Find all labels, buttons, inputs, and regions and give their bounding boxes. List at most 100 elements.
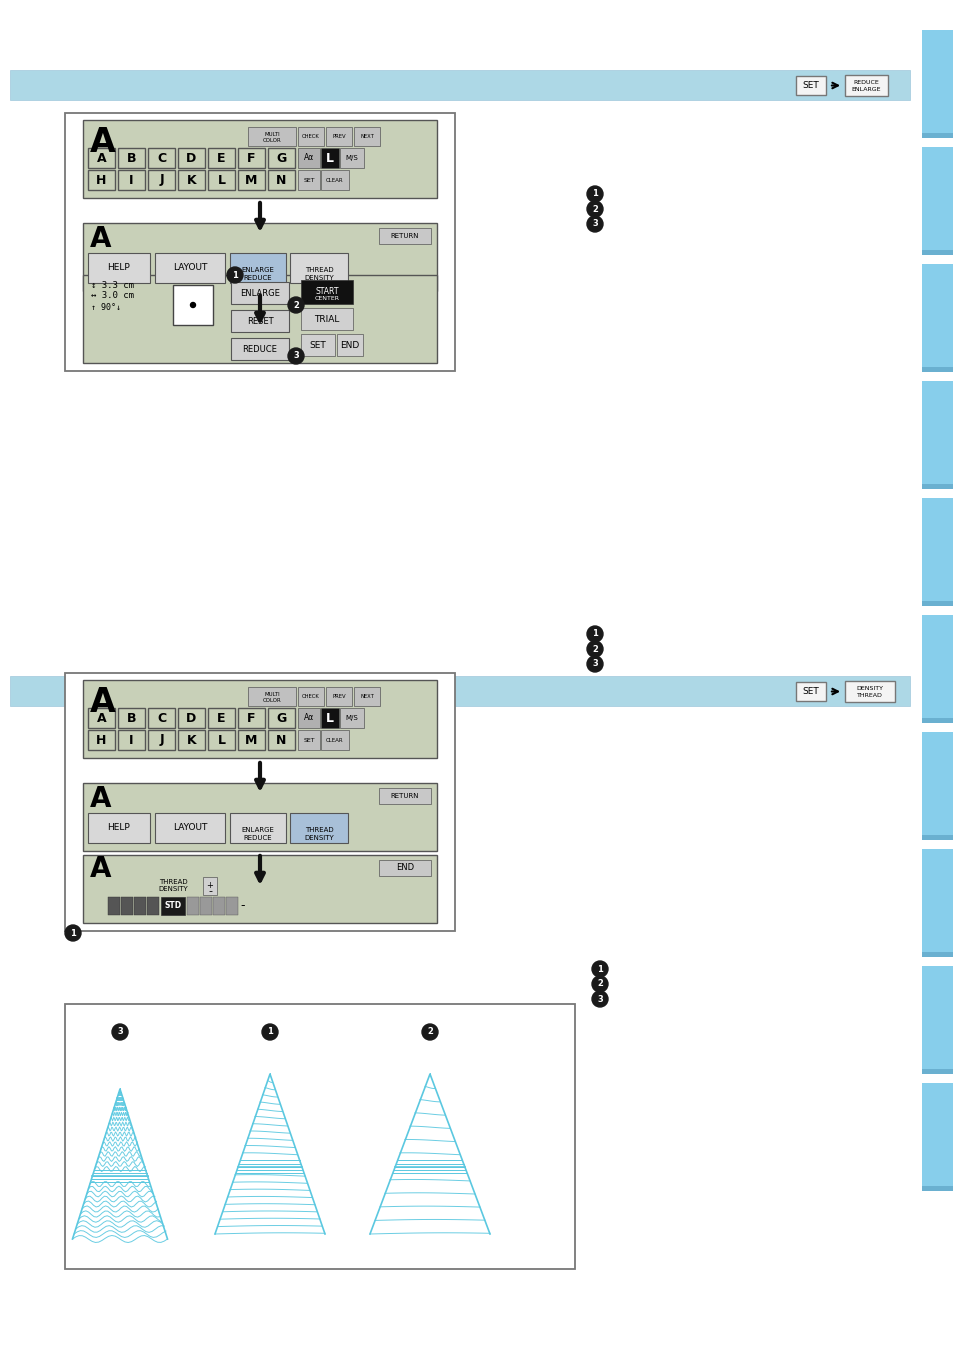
Circle shape [288, 348, 304, 364]
Bar [108, 897, 120, 915]
Text: C: C [157, 711, 166, 724]
Circle shape [288, 297, 304, 313]
Text: 2: 2 [293, 301, 298, 309]
Text: PREV: PREV [332, 693, 345, 699]
Bar [203, 877, 216, 894]
Bar [795, 683, 825, 701]
Text: ↔ 3.0 cm: ↔ 3.0 cm [91, 291, 133, 301]
Text: SET: SET [801, 81, 819, 90]
Text: A: A [90, 127, 116, 159]
Bar [148, 730, 174, 750]
Circle shape [421, 1024, 437, 1040]
Text: 3: 3 [592, 660, 598, 669]
Text: G: G [276, 711, 286, 724]
Bar [301, 281, 353, 304]
Bar [178, 170, 205, 190]
Bar [921, 484, 953, 488]
Bar [83, 855, 436, 923]
Text: 2: 2 [592, 645, 598, 653]
Text: -: - [240, 900, 245, 912]
Circle shape [191, 302, 195, 308]
Bar [378, 788, 431, 804]
Text: 1: 1 [70, 928, 76, 938]
Circle shape [586, 641, 602, 657]
Text: K: K [187, 174, 196, 186]
Bar [326, 127, 352, 146]
Text: CHECK: CHECK [302, 134, 319, 139]
Text: N: N [276, 174, 287, 186]
Bar [172, 285, 213, 325]
Bar [154, 813, 225, 843]
Circle shape [586, 656, 602, 672]
Text: REDUCE: REDUCE [242, 344, 277, 353]
Bar [118, 730, 145, 750]
Text: A: A [91, 225, 112, 254]
Bar [921, 380, 953, 488]
Text: E: E [217, 711, 226, 724]
Text: THREAD: THREAD [856, 693, 882, 697]
Text: L: L [326, 711, 334, 724]
Text: 1: 1 [592, 630, 598, 638]
Bar [844, 681, 894, 701]
Circle shape [227, 267, 243, 283]
Bar [154, 254, 225, 283]
Text: MULTI: MULTI [264, 692, 279, 697]
Text: A: A [91, 785, 112, 813]
Text: STD: STD [164, 901, 181, 911]
Bar [248, 687, 295, 706]
Bar [65, 673, 455, 931]
Bar [354, 127, 379, 146]
Bar [795, 76, 825, 94]
Text: ENLARGE: ENLARGE [241, 827, 274, 832]
Bar [297, 170, 319, 190]
Bar [88, 170, 115, 190]
Text: TRIAL: TRIAL [314, 314, 339, 324]
Circle shape [262, 1024, 277, 1040]
Text: CLEAR: CLEAR [326, 178, 343, 182]
Text: A: A [96, 711, 106, 724]
Bar [921, 134, 953, 138]
Text: SET: SET [310, 340, 326, 349]
Bar [268, 730, 294, 750]
Bar [133, 897, 146, 915]
Bar [354, 687, 379, 706]
Text: L: L [326, 151, 334, 165]
Bar [301, 335, 335, 356]
Text: HELP: HELP [108, 823, 131, 832]
Bar [65, 1004, 575, 1269]
Circle shape [592, 992, 607, 1006]
Bar [88, 730, 115, 750]
Bar [921, 30, 953, 138]
Bar [921, 835, 953, 840]
Text: 1: 1 [592, 189, 598, 198]
Text: END: END [395, 863, 414, 873]
Text: HELP: HELP [108, 263, 131, 272]
Bar [237, 730, 265, 750]
Bar [178, 730, 205, 750]
Text: SET: SET [801, 687, 819, 696]
Bar [226, 897, 237, 915]
Text: 3: 3 [293, 352, 298, 360]
Text: A: A [96, 151, 106, 165]
Text: F: F [247, 711, 255, 724]
Bar [208, 708, 234, 728]
Bar [378, 228, 431, 244]
Text: M/S: M/S [345, 155, 358, 161]
Circle shape [112, 1024, 128, 1040]
Circle shape [586, 216, 602, 232]
Text: I: I [129, 734, 133, 746]
Bar [237, 708, 265, 728]
Bar [921, 1186, 953, 1191]
Text: ↕ 3.3 cm: ↕ 3.3 cm [91, 281, 133, 290]
Bar [231, 339, 289, 360]
Text: LAYOUT: LAYOUT [172, 823, 207, 832]
Text: REDUCE: REDUCE [243, 835, 272, 840]
Bar [921, 849, 953, 956]
Text: 3: 3 [597, 994, 602, 1004]
Bar [921, 966, 953, 1074]
Text: 1: 1 [232, 271, 237, 279]
Bar [320, 730, 349, 750]
Bar [88, 254, 150, 283]
Bar [921, 250, 953, 255]
Bar [921, 264, 953, 372]
